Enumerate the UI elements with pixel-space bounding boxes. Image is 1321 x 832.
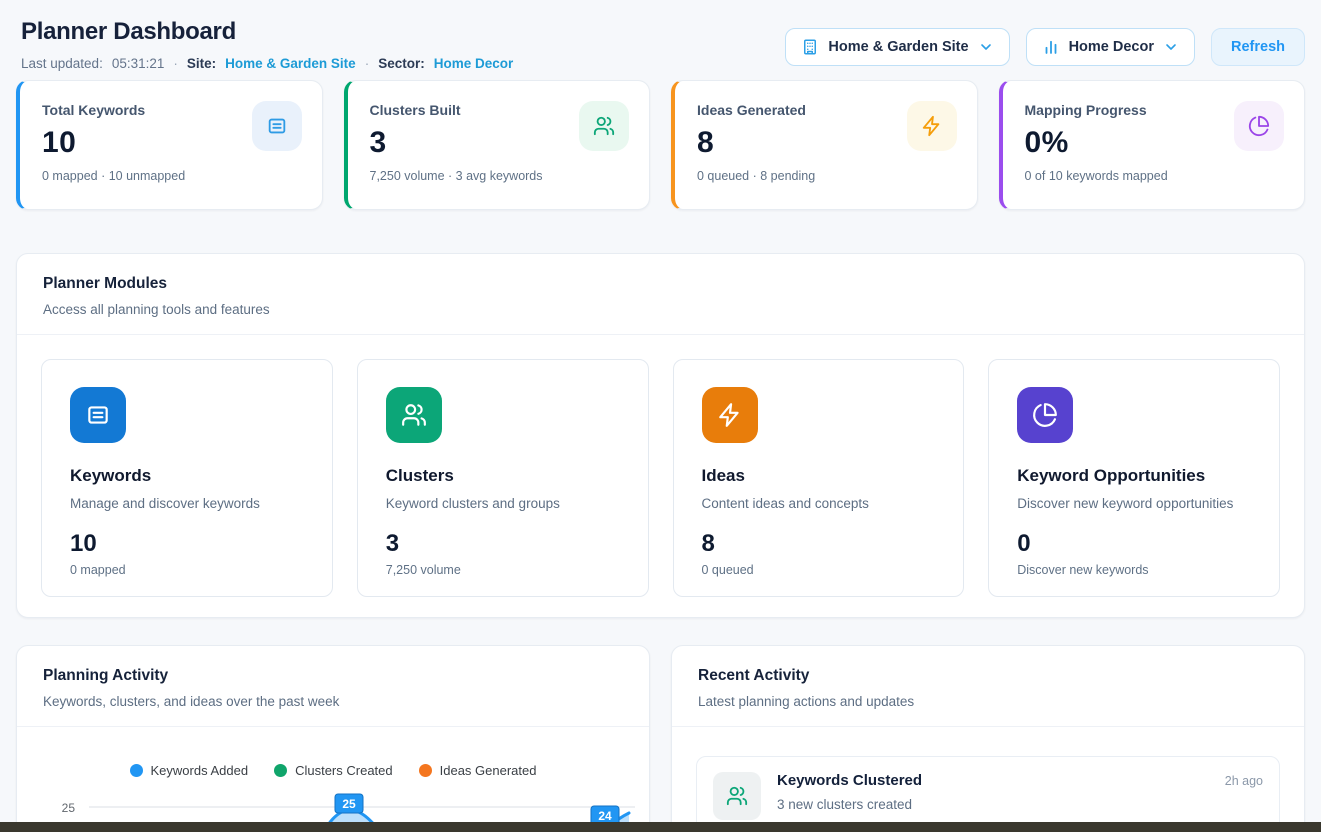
module-detail: 0 mapped	[70, 563, 304, 577]
recent-activity-header: Recent Activity Latest planning actions …	[672, 646, 1304, 726]
module-card-clusters[interactable]: Clusters Keyword clusters and groups 3 7…	[357, 359, 649, 597]
pie-chart-icon	[1017, 387, 1073, 443]
building-icon	[801, 38, 819, 56]
stat-detail: 7,250 volume · 3 avg keywords	[370, 169, 628, 183]
last-updated-label: Last updated:	[21, 56, 103, 71]
legend-item-clusters-created[interactable]: Clusters Created	[274, 763, 393, 778]
divider	[672, 726, 1304, 727]
modules-panel-subtitle: Access all planning tools and features	[43, 302, 1278, 317]
site-link[interactable]: Home & Garden Site	[225, 56, 356, 71]
site-selector-dropdown[interactable]: Home & Garden Site	[785, 28, 1009, 66]
activity-item-title: Keywords Clustered	[777, 772, 922, 789]
module-title: Keyword Opportunities	[1017, 466, 1251, 486]
module-description: Content ideas and concepts	[702, 496, 936, 511]
module-detail: 7,250 volume	[386, 563, 620, 577]
legend-dot-blue	[130, 764, 143, 777]
stat-detail: 0 queued · 8 pending	[697, 169, 955, 183]
legend-label: Ideas Generated	[440, 763, 537, 778]
refresh-button[interactable]: Refresh	[1211, 28, 1305, 66]
module-card-keywords[interactable]: Keywords Manage and discover keywords 10…	[41, 359, 333, 597]
lightning-icon	[907, 101, 957, 151]
activity-item-description: 3 new clusters created	[777, 797, 1263, 812]
pie-chart-icon	[1234, 101, 1284, 151]
page-header: Planner Dashboard Last updated: 05:31:21…	[21, 18, 1305, 71]
module-title: Ideas	[702, 466, 936, 486]
site-label: Site:	[187, 56, 216, 71]
module-description: Keyword clusters and groups	[386, 496, 620, 511]
y-axis-tick: 25	[62, 801, 76, 815]
bottom-row: Planning Activity Keywords, clusters, an…	[16, 645, 1305, 832]
stat-card-total-keywords: Total Keywords 10 0 mapped · 10 unmapped	[16, 80, 323, 210]
header-left: Planner Dashboard Last updated: 05:31:21…	[21, 18, 513, 71]
module-detail: 0 queued	[702, 563, 936, 577]
module-value: 8	[702, 530, 936, 558]
stat-detail: 0 of 10 keywords mapped	[1025, 169, 1283, 183]
module-detail: Discover new keywords	[1017, 563, 1251, 577]
module-value: 10	[70, 530, 304, 558]
stat-card-clusters-built: Clusters Built 3 7,250 volume · 3 avg ke…	[344, 80, 651, 210]
meta-separator: ·	[365, 56, 370, 71]
stat-card-ideas-generated: Ideas Generated 8 0 queued · 8 pending	[671, 80, 978, 210]
legend-item-keywords-added[interactable]: Keywords Added	[130, 763, 249, 778]
module-description: Discover new keyword opportunities	[1017, 496, 1251, 511]
recent-activity-subtitle: Latest planning actions and updates	[698, 694, 1278, 709]
sector-selector-dropdown[interactable]: Home Decor	[1026, 28, 1195, 66]
data-label-24: 24	[598, 809, 612, 823]
module-title: Keywords	[70, 466, 304, 486]
sector-label: Sector:	[378, 56, 425, 71]
page-title: Planner Dashboard	[21, 18, 513, 46]
chevron-down-icon	[978, 39, 994, 55]
modules-panel-title: Planner Modules	[43, 275, 1278, 293]
users-icon	[713, 772, 761, 820]
planner-dashboard-page: Planner Dashboard Last updated: 05:31:21…	[0, 0, 1321, 832]
module-title: Clusters	[386, 466, 620, 486]
chevron-down-icon	[1163, 39, 1179, 55]
module-value: 3	[386, 530, 620, 558]
data-label-badge: 25	[335, 794, 363, 813]
legend-label: Keywords Added	[151, 763, 249, 778]
meta-separator: ·	[173, 56, 178, 71]
modules-panel-header: Planner Modules Access all planning tool…	[17, 254, 1304, 334]
module-card-keyword-opportunities[interactable]: Keyword Opportunities Discover new keywo…	[988, 359, 1280, 597]
header-meta: Last updated: 05:31:21 · Site: Home & Ga…	[21, 56, 513, 71]
chart-legend: Keywords Added Clusters Created Ideas Ge…	[17, 763, 649, 778]
users-icon	[579, 101, 629, 151]
module-card-ideas[interactable]: Ideas Content ideas and concepts 8 0 que…	[673, 359, 965, 597]
header-controls: Home & Garden Site Home Decor Refresh	[785, 28, 1305, 66]
users-icon	[386, 387, 442, 443]
sector-link[interactable]: Home Decor	[434, 56, 514, 71]
planning-activity-header: Planning Activity Keywords, clusters, an…	[17, 646, 649, 726]
lightning-icon	[702, 387, 758, 443]
module-value: 0	[1017, 530, 1251, 558]
planning-activity-title: Planning Activity	[43, 667, 623, 685]
divider	[17, 726, 649, 727]
stats-row: Total Keywords 10 0 mapped · 10 unmapped…	[16, 80, 1305, 210]
stat-card-mapping-progress: Mapping Progress 0% 0 of 10 keywords map…	[999, 80, 1306, 210]
planning-activity-subtitle: Keywords, clusters, and ideas over the p…	[43, 694, 623, 709]
stat-detail: 0 mapped · 10 unmapped	[42, 169, 300, 183]
document-icon	[70, 387, 126, 443]
recent-activity-card: Recent Activity Latest planning actions …	[671, 645, 1305, 832]
legend-dot-orange	[419, 764, 432, 777]
bar-chart-icon	[1042, 38, 1060, 56]
legend-label: Clusters Created	[295, 763, 393, 778]
planner-modules-panel: Planner Modules Access all planning tool…	[16, 253, 1305, 618]
site-selector-label: Home & Garden Site	[828, 39, 968, 55]
document-icon	[252, 101, 302, 151]
bottom-edge-bar	[0, 822, 1321, 832]
activity-item-time: 2h ago	[1225, 774, 1263, 788]
last-updated-value: 05:31:21	[112, 56, 165, 71]
activity-item-body: Keywords Clustered 2h ago 3 new clusters…	[777, 772, 1263, 812]
planning-activity-card: Planning Activity Keywords, clusters, an…	[16, 645, 650, 832]
recent-activity-title: Recent Activity	[698, 667, 1278, 685]
sector-selector-label: Home Decor	[1069, 39, 1154, 55]
module-description: Manage and discover keywords	[70, 496, 304, 511]
legend-item-ideas-generated[interactable]: Ideas Generated	[419, 763, 537, 778]
activity-list-item: Keywords Clustered 2h ago 3 new clusters…	[696, 756, 1280, 832]
legend-dot-green	[274, 764, 287, 777]
data-label-25: 25	[342, 797, 356, 811]
activity-item-row: Keywords Clustered 2h ago	[777, 772, 1263, 789]
modules-grid: Keywords Manage and discover keywords 10…	[17, 335, 1304, 621]
